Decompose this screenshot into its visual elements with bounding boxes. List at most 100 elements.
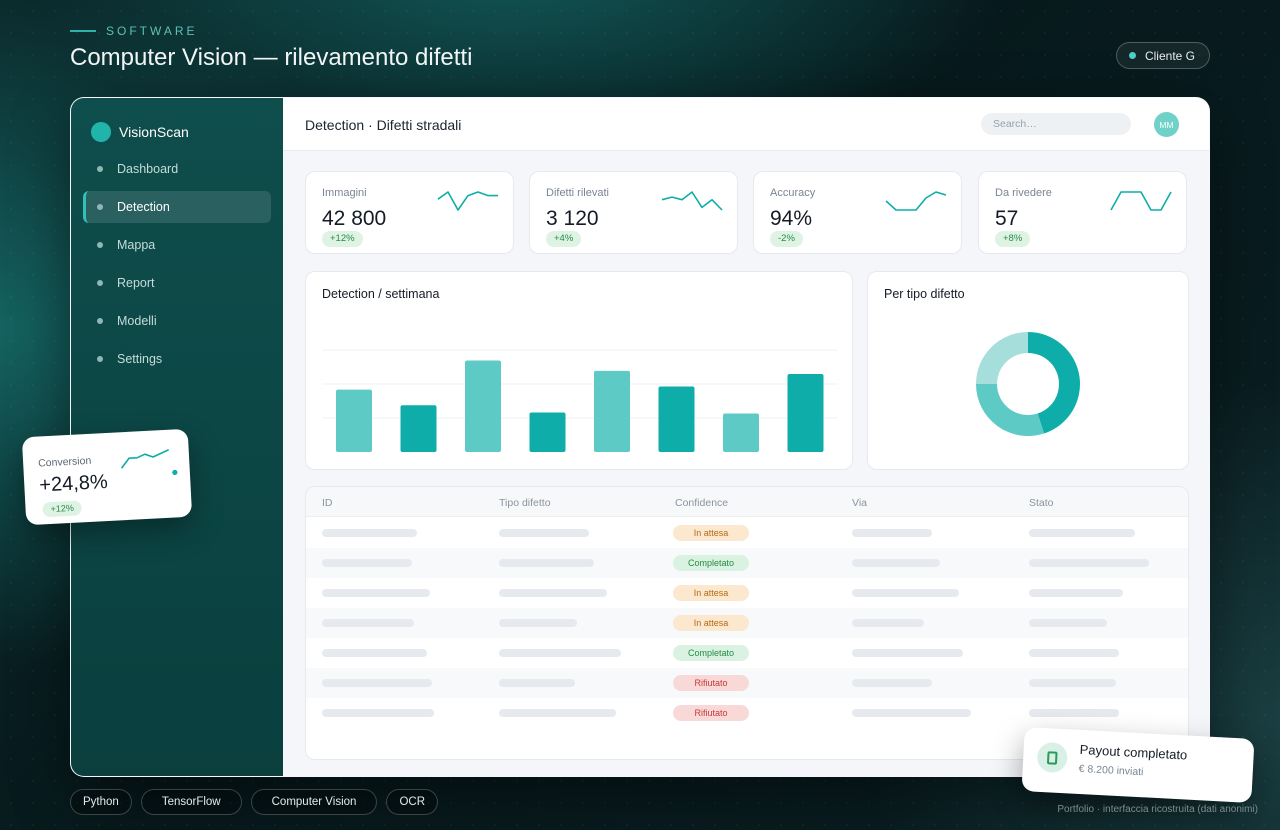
- kpi-delta-badge: +8%: [995, 231, 1031, 247]
- skeleton-placeholder: [322, 649, 427, 657]
- status-dot-icon: [1128, 52, 1136, 59]
- conversion-sparkline: [120, 449, 178, 476]
- sidebar-item-detection[interactable]: Detection: [83, 191, 271, 223]
- skeleton-placeholder: [1029, 589, 1123, 597]
- status-badge: Completato: [673, 555, 749, 571]
- table-header: ID Tipo difetto Confidence Via Stato: [306, 487, 1188, 517]
- bar-chart: [322, 349, 838, 453]
- skeleton-placeholder: [1029, 619, 1107, 627]
- skeleton-placeholder: [852, 649, 963, 657]
- skeleton-placeholder: [499, 649, 621, 657]
- table-row[interactable]: In attesa: [306, 608, 1188, 638]
- donut-slice-2[interactable]: [976, 384, 1045, 436]
- kpi-label: Difetti rilevati: [546, 187, 609, 199]
- status-badge: In attesa: [673, 585, 749, 601]
- section-kicker: SOFTWARE: [70, 24, 198, 38]
- skeleton-placeholder: [499, 559, 594, 567]
- kpi-label: Accuracy: [770, 187, 816, 199]
- kpi-label: Immagini: [322, 187, 367, 199]
- sidebar-item-report[interactable]: Report: [83, 267, 271, 299]
- status-badge: Completato: [673, 645, 749, 661]
- skeleton-placeholder: [1029, 679, 1116, 687]
- bar-6[interactable]: [658, 386, 695, 453]
- payout-card: Payout completato € 8.200 inviati: [1021, 727, 1255, 803]
- table-row[interactable]: Rifiutato: [306, 698, 1188, 728]
- table-row[interactable]: In attesa: [306, 578, 1188, 608]
- conversion-value: +24,8%: [38, 470, 109, 497]
- kicker-text: SOFTWARE: [106, 24, 198, 38]
- skeleton-placeholder: [499, 679, 575, 687]
- bullet-icon: [97, 166, 103, 172]
- client-badge: Cliente G: [1115, 42, 1210, 69]
- skeleton-placeholder: [322, 619, 414, 627]
- sidebar-item-mappa[interactable]: Mappa: [83, 229, 271, 261]
- kpi-card-da-rivedere: Da rivedere 57 +8%: [978, 171, 1187, 254]
- bar-chart-card: Detection / settimana: [305, 271, 853, 470]
- bar-8[interactable]: [787, 374, 824, 452]
- bullet-icon: [97, 356, 103, 362]
- main-content: Detection · Difetti stradali MM Immagini…: [283, 98, 1209, 776]
- sidebar-item-label: Mappa: [117, 238, 156, 252]
- bullet-icon: [97, 204, 103, 210]
- tag-computer-vision: Computer Vision: [250, 789, 378, 815]
- sparkline-end-dot: [172, 469, 178, 476]
- sidebar-nav: Dashboard Detection Mappa Report Modelli…: [83, 153, 271, 381]
- table-row[interactable]: Completato: [306, 548, 1188, 578]
- kpi-sparkline: [885, 191, 947, 211]
- donut-chart-title: Per tipo difetto: [884, 287, 965, 301]
- kpi-label: Da rivedere: [995, 187, 1052, 199]
- kpi-sparkline: [1110, 191, 1172, 211]
- bullet-icon: [97, 318, 103, 324]
- bar-5[interactable]: [594, 370, 630, 452]
- status-badge: Rifiutato: [673, 705, 749, 721]
- status-badge: In attesa: [673, 525, 749, 541]
- bar-4[interactable]: [529, 412, 566, 453]
- column-header-via[interactable]: Via: [852, 497, 867, 509]
- sidebar-item-label: Detection: [117, 200, 170, 214]
- sidebar-item-modelli[interactable]: Modelli: [83, 305, 271, 337]
- bar-1[interactable]: [336, 389, 372, 452]
- conversion-card: Conversion +24,8% +12%: [21, 428, 193, 526]
- skeleton-placeholder: [852, 589, 959, 597]
- tag-ocr: OCR: [386, 789, 438, 815]
- receipt-icon: [1036, 741, 1069, 774]
- kpi-value: 57: [995, 207, 1019, 230]
- column-header-id[interactable]: ID: [322, 497, 333, 509]
- skeleton-placeholder: [322, 679, 432, 687]
- skeleton-placeholder: [852, 619, 924, 627]
- search-input[interactable]: [981, 113, 1131, 135]
- kpi-delta-badge: +12%: [322, 231, 363, 247]
- kpi-card-immagini: Immagini 42 800 +12%: [305, 171, 514, 254]
- bar-7[interactable]: [723, 413, 759, 453]
- bar-chart-title: Detection / settimana: [322, 287, 440, 301]
- donut-slice-3[interactable]: [976, 332, 1028, 384]
- donut-slice-1[interactable]: [1028, 332, 1080, 434]
- kpi-sparkline: [437, 191, 498, 211]
- skeleton-placeholder: [1029, 709, 1119, 717]
- table-row[interactable]: Completato: [306, 638, 1188, 668]
- table-row[interactable]: In attesa: [306, 518, 1188, 548]
- skeleton-placeholder: [1029, 559, 1149, 567]
- sidebar-item-label: Report: [117, 276, 155, 290]
- conversion-label: Conversion: [37, 454, 92, 470]
- skeleton-placeholder: [322, 709, 434, 717]
- column-header-stato[interactable]: Stato: [1029, 497, 1054, 509]
- brand[interactable]: VisionScan: [91, 122, 189, 142]
- kpi-delta-badge: -2%: [770, 231, 803, 247]
- tag-tensorflow: TensorFlow: [140, 789, 242, 815]
- skeleton-placeholder: [322, 529, 417, 537]
- column-header-tipo[interactable]: Tipo difetto: [499, 497, 551, 509]
- bar-3[interactable]: [465, 360, 501, 453]
- skeleton-placeholder: [499, 589, 607, 597]
- page-title: Computer Vision — rilevamento difetti: [70, 44, 473, 71]
- footer-note: Portfolio · interfaccia ricostruita (dat…: [1057, 804, 1258, 815]
- bar-2[interactable]: [400, 405, 437, 452]
- topbar: Detection · Difetti stradali MM: [283, 98, 1209, 151]
- sidebar-item-dashboard[interactable]: Dashboard: [83, 153, 271, 185]
- column-header-confidence[interactable]: Confidence: [675, 497, 729, 509]
- kpi-delta-badge: +4%: [546, 231, 582, 247]
- table-row[interactable]: Rifiutato: [306, 668, 1188, 698]
- avatar[interactable]: MM: [1154, 112, 1179, 137]
- kpi-value: 3 120: [546, 207, 599, 230]
- sidebar-item-settings[interactable]: Settings: [83, 343, 271, 375]
